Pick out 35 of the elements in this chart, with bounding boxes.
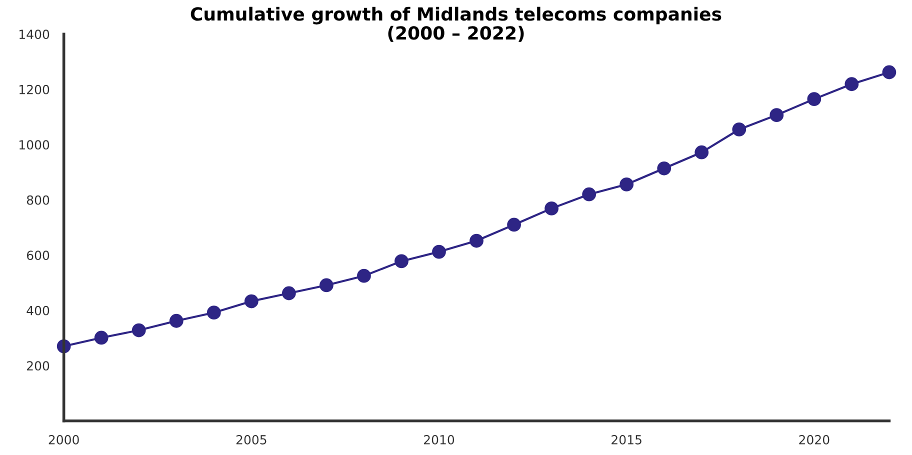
- point: [544, 201, 558, 216]
- point: [732, 122, 746, 136]
- point: [770, 108, 784, 122]
- point: [582, 187, 596, 202]
- point: [206, 306, 221, 320]
- point: [470, 234, 484, 248]
- y-tick-label: 200: [27, 361, 50, 371]
- x-tick-label: 2020: [799, 434, 830, 444]
- point: [357, 268, 371, 283]
- point: [169, 314, 184, 328]
- point: [882, 65, 896, 80]
- point: [844, 77, 859, 92]
- y-tick-label: 800: [26, 195, 50, 205]
- point: [394, 254, 408, 268]
- point: [657, 161, 672, 176]
- point: [244, 294, 258, 308]
- y-tick-label: 1400: [20, 30, 50, 40]
- x-tick-label: 2015: [612, 434, 642, 444]
- y-tick-label: 1200: [20, 84, 50, 94]
- x-tick-label: 2010: [424, 434, 454, 444]
- point: [132, 323, 146, 338]
- point: [282, 286, 296, 300]
- point: [694, 145, 709, 160]
- y-tick-label: 600: [26, 250, 50, 260]
- chart-title: Cumulative growth of Midlands telecoms companies (2000 – 2022): [190, 6, 722, 42]
- point: [320, 278, 334, 292]
- y-tick-label: 1000: [20, 140, 50, 150]
- y-tick-label: 400: [26, 306, 50, 316]
- point: [432, 244, 446, 259]
- point: [807, 92, 822, 106]
- point: [620, 177, 634, 192]
- x-tick-label: 2005: [236, 434, 266, 444]
- point: [507, 218, 521, 232]
- point: [94, 330, 108, 345]
- x-tick-label: 2000: [48, 434, 79, 444]
